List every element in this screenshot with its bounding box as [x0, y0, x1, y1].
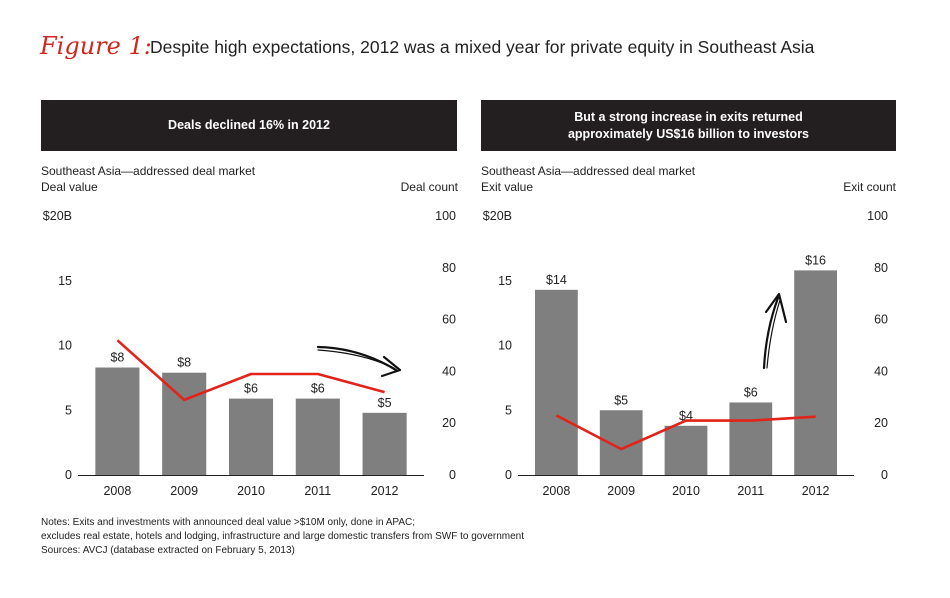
x-tick-label: 2012	[802, 484, 830, 498]
y2-tick-label: 0	[881, 468, 888, 482]
bar	[535, 289, 578, 475]
x-tick-label: 2011	[737, 484, 764, 498]
x-tick-label: 2009	[170, 484, 198, 498]
count-line	[555, 414, 816, 451]
x-tick-label: 2008	[542, 484, 570, 498]
y2-tick-label: 60	[874, 313, 888, 327]
bar-data-label: $8	[177, 356, 191, 370]
right-panel-title: But a strong increase in exits returned …	[567, 109, 810, 141]
bar-data-label: $8	[110, 351, 124, 365]
bar	[95, 367, 140, 475]
left-panel-subtitle: Southeast Asia—addressed deal market	[41, 164, 256, 178]
left-panel-header: Deals declined 16% in 2012	[41, 100, 457, 151]
annotation-arrow-icon	[762, 292, 788, 370]
y-tick-label: 10	[58, 339, 72, 353]
y-tick-label: 0	[65, 468, 72, 482]
figure-title: Despite high expectations, 2012 was a mi…	[150, 37, 815, 57]
x-tick-label: 2010	[237, 484, 265, 498]
y-tick-label: 15	[498, 274, 512, 288]
bar	[295, 398, 340, 475]
bar	[664, 425, 708, 475]
note-line: excludes real estate, hotels and lodging…	[41, 531, 525, 542]
y2-tick-label: 40	[442, 364, 456, 378]
y2-tick-label: 20	[874, 416, 888, 430]
bar-data-label: $6	[744, 385, 758, 399]
y-tick-label: 10	[498, 339, 512, 353]
note-line: Sources: AVCJ (database extracted on Feb…	[41, 545, 295, 556]
y2-tick-label: 100	[867, 209, 888, 223]
left-y-axis-label: Deal value	[41, 180, 98, 194]
right-chart: 0 5 10 15 $20B 0 20 40 60 80 100 $14 $5 $4 $6 $16 2008 20…	[483, 209, 888, 498]
x-tick-label: 2010	[672, 484, 700, 498]
bar-data-label: $6	[311, 382, 325, 396]
y2-tick-label: 80	[874, 261, 888, 275]
y-tick-label: 5	[65, 403, 72, 417]
x-tick-label: 2008	[103, 484, 131, 498]
count-line	[116, 339, 385, 402]
bar-data-label: $4	[679, 409, 693, 423]
notes: Notes: Exits and investments with announ…	[41, 516, 524, 558]
y-tick-label: 15	[58, 274, 72, 288]
bar-data-label: $16	[805, 253, 826, 267]
bar-data-label: $14	[546, 273, 567, 287]
y2-tick-label: 20	[442, 416, 456, 430]
bar	[794, 270, 837, 475]
annotation-arrow-icon	[316, 345, 402, 378]
bar	[729, 402, 773, 475]
bar-data-label: $5	[614, 393, 628, 407]
y2-tick-label: 100	[435, 209, 456, 223]
right-panel-subtitle: Southeast Asia—addressed deal market	[481, 164, 696, 178]
y-tick-label: $20B	[483, 209, 512, 223]
left-y2-axis-label: Deal count	[400, 180, 458, 194]
y2-tick-label: 60	[442, 313, 456, 327]
bar	[362, 412, 407, 475]
right-y-axis-label: Exit value	[481, 180, 534, 194]
y-tick-label: 0	[505, 468, 512, 482]
left-chart: 0 5 10 15 $20B 0 20 40 60 80 100 $8 $8 $6 $6 $5 2008 2009…	[43, 209, 456, 498]
y2-tick-label: 80	[442, 261, 456, 275]
bar	[228, 398, 274, 475]
x-tick-label: 2011	[304, 484, 331, 498]
y-tick-label: 5	[505, 403, 512, 417]
y2-tick-label: 0	[449, 468, 456, 482]
y2-tick-label: 40	[874, 364, 888, 378]
bar-data-label: $6	[244, 382, 258, 396]
bar	[162, 372, 207, 475]
bar-data-label: $5	[378, 396, 392, 410]
y-tick-label: $20B	[43, 209, 72, 223]
x-tick-label: 2009	[607, 484, 635, 498]
right-panel-header: But a strong increase in exits returned …	[481, 100, 896, 151]
x-tick-label: 2012	[371, 484, 399, 498]
right-y2-axis-label: Exit count	[843, 180, 896, 194]
left-panel-title: Deals declined 16% in 2012	[168, 118, 330, 132]
figure-label: Figure 1:	[40, 32, 152, 60]
note-line: Notes: Exits and investments with announ…	[41, 517, 416, 528]
